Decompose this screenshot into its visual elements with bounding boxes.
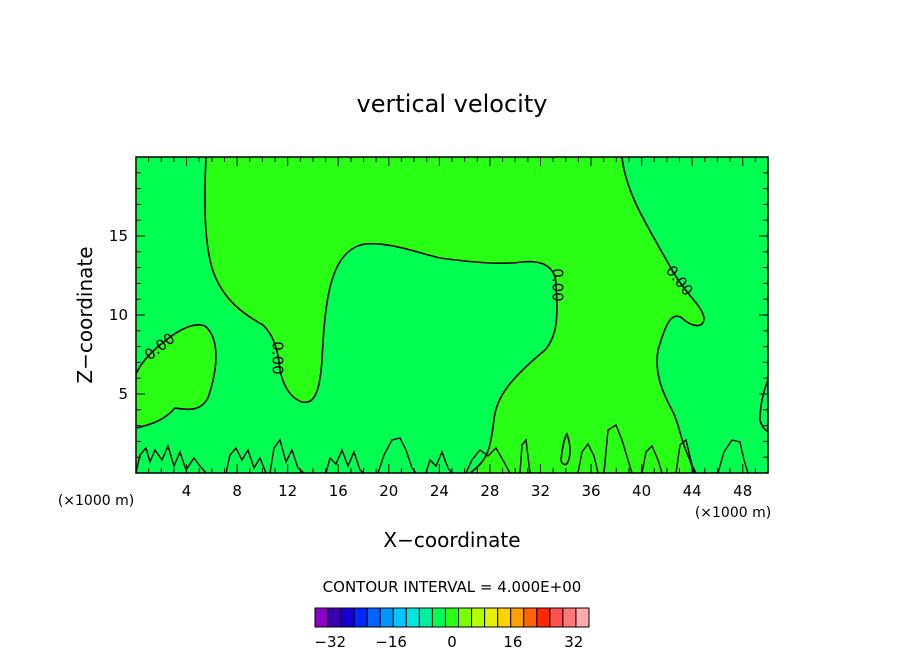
zero-contours xyxy=(136,157,768,473)
y-tick-label: 15 xyxy=(109,227,128,245)
x-tick-label: 32 xyxy=(531,482,550,500)
colorbar-swatch xyxy=(575,607,590,628)
colorbar-swatch xyxy=(340,607,355,628)
x-axis-label: X−coordinate xyxy=(383,528,520,552)
x-tick-label: 16 xyxy=(329,482,348,500)
x-axis: 4 8 12 16 20 24 28 32 36 40 44 48 xyxy=(148,157,756,500)
colorbar-swatch xyxy=(523,607,538,628)
positive-region-fill xyxy=(204,157,704,473)
contour-line xyxy=(621,157,705,473)
colorbar-swatch xyxy=(327,607,342,628)
contour-label: 0.00 xyxy=(549,268,567,301)
y-tick-label: 10 xyxy=(109,306,128,324)
x-tick-label: 28 xyxy=(480,482,499,500)
contour-interval-text: CONTOUR INTERVAL = 4.000E+00 xyxy=(323,578,582,596)
plot-area: 0.00 0.000.00 0.00 xyxy=(136,157,768,473)
contour-label: 0.00 xyxy=(269,341,287,374)
colorbar-swatch xyxy=(379,607,394,628)
x-tick-label: 24 xyxy=(430,482,449,500)
contour-line xyxy=(136,423,749,473)
colorbar-swatch xyxy=(458,607,473,628)
x-tick-label: 20 xyxy=(379,482,398,500)
contour-line xyxy=(204,157,558,473)
x-tick-label: 4 xyxy=(182,482,192,500)
colorbar-swatch xyxy=(497,607,512,628)
colorbar-swatch xyxy=(314,607,329,628)
colorbar-tick-label: −16 xyxy=(375,633,407,651)
y-axis-label: Z−coordinate xyxy=(73,246,97,383)
colorbar-swatch xyxy=(431,607,446,628)
colorbar-swatch xyxy=(484,607,499,628)
colorbar-swatch xyxy=(353,607,368,628)
colorbar-swatch xyxy=(444,607,460,628)
x-tick-label: 36 xyxy=(581,482,600,500)
colorbar-swatch xyxy=(549,607,564,628)
positive-region-fill xyxy=(136,324,216,428)
colorbar-swatch xyxy=(536,607,551,628)
colorbar-tick-label: 32 xyxy=(564,633,583,651)
colorbar-tick-label: 0 xyxy=(447,633,457,651)
chart-title: vertical velocity xyxy=(357,90,548,118)
x-tick-label: 40 xyxy=(632,482,651,500)
y-axis: 5 10 15 xyxy=(109,172,768,458)
colorbar-swatch xyxy=(366,607,381,628)
contour-line xyxy=(560,432,571,466)
x-tick-label: 12 xyxy=(278,482,297,500)
x-tick-label: 8 xyxy=(232,482,242,500)
colorbar-swatch xyxy=(510,607,525,628)
x-tick-label: 44 xyxy=(683,482,702,500)
colorbar-swatch xyxy=(405,607,420,628)
colorbar-swatch xyxy=(471,607,486,628)
colorbar-labels: −32 −16 0 16 32 xyxy=(314,633,583,651)
x-unit-label-left: (×1000 m) xyxy=(58,493,134,509)
y-tick-label: 5 xyxy=(118,385,128,403)
colorbar-tick-label: −32 xyxy=(314,633,346,651)
colorbar-swatch xyxy=(562,607,577,628)
x-unit-label-right: (×1000 m) xyxy=(695,505,771,521)
colorbar-tick-label: 16 xyxy=(503,633,522,651)
contour-line xyxy=(759,379,768,433)
contour-line xyxy=(136,324,217,429)
colorbar xyxy=(314,607,590,628)
x-tick-label: 48 xyxy=(733,482,752,500)
colorbar-swatch xyxy=(418,607,433,628)
colorbar-swatch xyxy=(392,607,407,628)
